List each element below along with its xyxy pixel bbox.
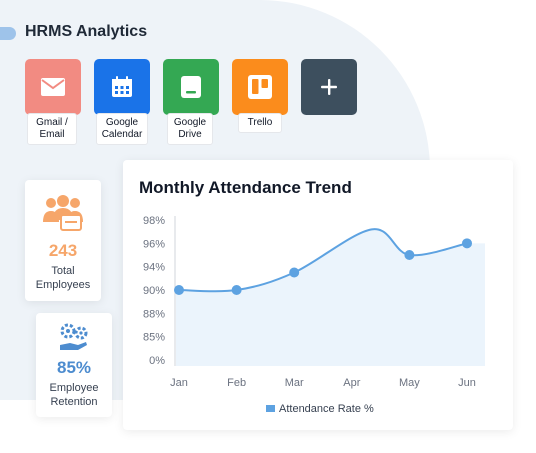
drive-icon [181, 76, 201, 98]
total-employees-label: Total Employees [35, 265, 91, 291]
data-point[interactable] [462, 238, 472, 249]
employee-retention-value: 85% [56, 358, 92, 377]
google-calendar-label: Google Calendar [96, 113, 148, 145]
google-drive-label: Google Drive [167, 113, 213, 145]
y-tick-label: 90% [143, 285, 165, 297]
gmail-tile[interactable] [25, 59, 81, 115]
data-point[interactable] [231, 285, 242, 295]
total-employees-value: 243 [48, 241, 78, 260]
google-calendar-tile[interactable] [94, 59, 150, 115]
gmail-label: Gmail / Email [27, 113, 77, 145]
y-tick-label: 85% [143, 332, 165, 344]
mail-icon [41, 78, 65, 96]
app-title: HRMS Analytics [25, 23, 148, 40]
trello-label: Trello [238, 113, 282, 133]
add-integration-button[interactable] [301, 59, 357, 115]
data-point[interactable] [174, 285, 184, 295]
google-drive-tile[interactable] [163, 59, 219, 115]
x-tick-label: Mar [285, 377, 304, 389]
x-tick-label: Apr [343, 377, 360, 389]
total-employees-card: 243 Total Employees [25, 180, 101, 301]
data-point[interactable] [289, 267, 300, 278]
legend-swatch [266, 405, 275, 412]
people-icon [43, 195, 83, 231]
trello-tile[interactable] [232, 59, 288, 115]
plus-icon [321, 79, 337, 95]
x-tick-label: Feb [227, 377, 246, 389]
employee-retention-card: 85% Employee Retention [36, 313, 112, 417]
x-tick-label: Jan [170, 377, 188, 389]
y-tick-label: 88% [143, 308, 165, 320]
area-fill [176, 229, 485, 366]
attendance-chart: 0%85%88%90%94%96%98% Jan Feb Mar Apr May Jun … [143, 215, 485, 415]
trello-icon [248, 75, 272, 99]
x-tick-label: May [399, 377, 420, 389]
employee-retention-label: Employee Retention [49, 382, 99, 408]
calendar-icon [112, 76, 132, 97]
x-tick-label: Jun [458, 377, 476, 389]
y-tick-label: 98% [143, 215, 165, 227]
y-tick-label: 0% [149, 355, 165, 367]
y-tick-label: 96% [143, 238, 165, 250]
legend-label: Attendance Rate % [279, 403, 374, 415]
chart-title: Monthly Attendance Trend [139, 178, 352, 197]
y-tick-label: 94% [143, 262, 165, 274]
gears-hand-icon [60, 323, 88, 350]
data-point[interactable] [404, 250, 415, 260]
brand-pill [0, 27, 16, 40]
attendance-chart-card: Monthly Attendance Trend 0% 85% 88% 90% 94% 9… [123, 160, 513, 430]
